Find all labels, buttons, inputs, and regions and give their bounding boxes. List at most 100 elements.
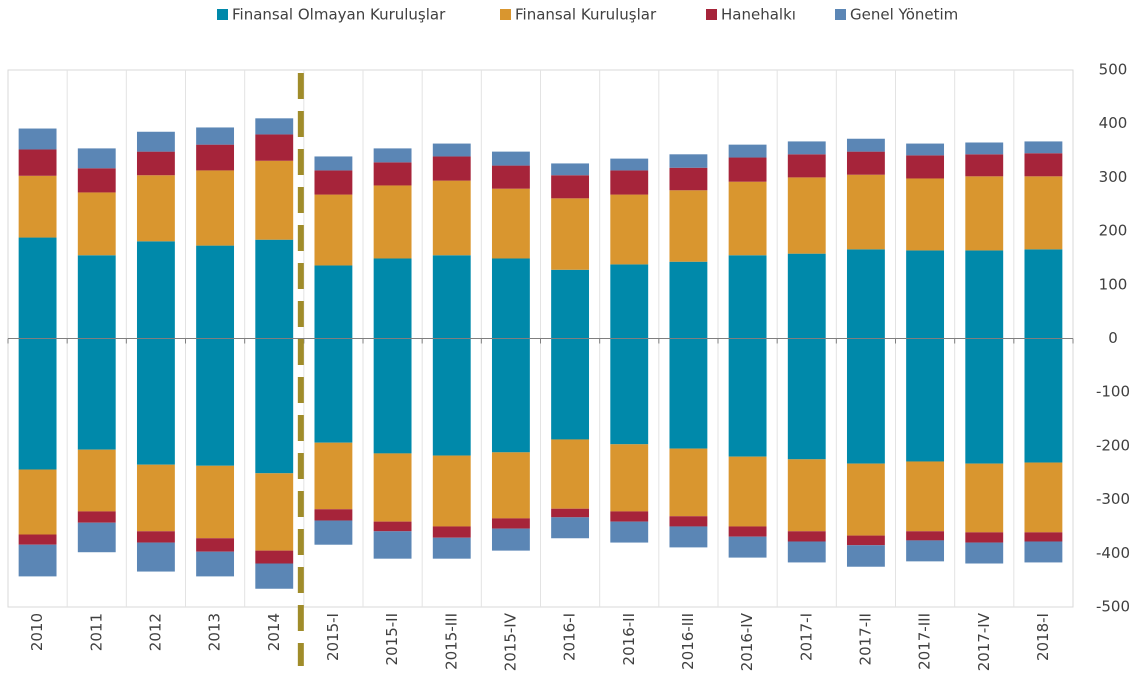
legend-label: Hanehalkı xyxy=(721,6,796,24)
bar-segment xyxy=(196,245,235,339)
bar-segment xyxy=(18,338,57,470)
bar-segment xyxy=(906,531,945,541)
bar-segment xyxy=(255,550,294,564)
bar-segment xyxy=(551,269,590,339)
bar-segment xyxy=(846,138,885,152)
bar-segment xyxy=(906,178,945,251)
bar-segment xyxy=(314,520,353,545)
bar-segment xyxy=(728,456,767,527)
bar-segment xyxy=(610,194,649,265)
bar-segment xyxy=(136,464,175,532)
y-tick-label: 300 xyxy=(1099,168,1128,186)
x-tick-label: 2017-IV xyxy=(975,612,993,671)
bar-segment xyxy=(255,134,294,161)
bar-segment xyxy=(18,237,57,339)
y-tick-label: 0 xyxy=(1108,329,1118,347)
x-tick-label: 2016-II xyxy=(620,613,638,665)
bar-segment xyxy=(196,551,235,577)
bar-segment xyxy=(255,338,294,474)
y-tick-label: 200 xyxy=(1099,222,1128,240)
bar-segment xyxy=(373,453,412,522)
y-tick-label: -200 xyxy=(1096,436,1130,454)
bar-segment xyxy=(255,160,294,240)
bar-segment xyxy=(196,127,235,145)
bar-segment xyxy=(669,448,708,517)
bar-segment xyxy=(373,258,412,339)
bar-segment xyxy=(906,540,945,562)
bar-segment xyxy=(373,521,412,532)
x-tick-label: 2015-IV xyxy=(501,612,519,671)
bar-segment xyxy=(728,144,767,158)
bar-segment xyxy=(728,536,767,558)
bar-segment xyxy=(610,170,649,195)
bar-segment xyxy=(491,518,530,529)
bar-segment xyxy=(491,338,530,453)
bar-segment xyxy=(965,532,1004,543)
bar-segment xyxy=(18,544,57,577)
bar-segment xyxy=(551,517,590,539)
bar-segment xyxy=(1024,338,1063,463)
bar-segment xyxy=(196,144,235,171)
bar-segment xyxy=(728,338,767,457)
bar-segment xyxy=(373,148,412,163)
bar-segment xyxy=(965,154,1004,177)
x-tick-label: 2016-I xyxy=(561,613,579,661)
bar-segment xyxy=(136,241,175,339)
bar-segment xyxy=(906,155,945,179)
bar-segment xyxy=(136,151,175,176)
x-tick-label: 2011 xyxy=(87,613,105,651)
bar-segment xyxy=(373,531,412,559)
bar-segment xyxy=(610,338,649,445)
bar-segment xyxy=(77,192,116,256)
bar-segment xyxy=(1024,141,1063,154)
bar-segment xyxy=(965,463,1004,533)
bar-segment xyxy=(906,461,945,532)
bar-segment xyxy=(728,526,767,537)
bar-segment xyxy=(1024,176,1063,250)
y-tick-label: -400 xyxy=(1096,544,1130,562)
bar-segment xyxy=(314,170,353,195)
bar-segment xyxy=(432,537,471,559)
bar-segment xyxy=(77,148,116,169)
bar-segment xyxy=(551,439,590,509)
bar-segment xyxy=(787,141,826,155)
bar-segment xyxy=(1024,541,1063,563)
bar-segment xyxy=(787,338,826,460)
bar-segment xyxy=(77,255,116,339)
bar-segment xyxy=(314,156,353,171)
x-tick-label: 2016-III xyxy=(679,613,697,670)
bar-segment xyxy=(491,528,530,551)
bar-segment xyxy=(77,338,116,450)
legend-label: Finansal Olmayan Kuruluşlar xyxy=(232,6,446,24)
bar-segment xyxy=(846,151,885,175)
bar-segment xyxy=(787,541,826,563)
bar-segment xyxy=(432,526,471,538)
bar-segment xyxy=(373,338,412,454)
bar-segment xyxy=(18,128,57,150)
bar-segment xyxy=(728,157,767,182)
y-tick-label: 500 xyxy=(1099,61,1128,79)
bar-segment xyxy=(196,465,235,539)
bar-segment xyxy=(77,511,116,523)
x-tick-label: 2015-I xyxy=(324,613,342,661)
x-tick-label: 2013 xyxy=(206,613,224,651)
bar-segment xyxy=(846,535,885,546)
bar-segment xyxy=(551,175,590,199)
y-tick-label: -500 xyxy=(1096,598,1130,616)
bar-segment xyxy=(1024,249,1063,339)
bar-segment xyxy=(77,449,116,512)
bar-segment xyxy=(491,258,530,339)
bar-segment xyxy=(491,165,530,189)
x-tick-label: 2017-II xyxy=(856,613,874,665)
y-tick-label: -300 xyxy=(1096,490,1130,508)
bar-segment xyxy=(255,239,294,339)
x-tick-label: 2010 xyxy=(28,613,46,651)
bar-segment xyxy=(314,338,353,443)
bar-segment xyxy=(906,338,945,462)
bar-segment xyxy=(432,180,471,256)
bar-segment xyxy=(906,250,945,339)
bar-segment xyxy=(669,167,708,191)
bar-segment xyxy=(77,168,116,193)
bar-segment xyxy=(551,508,590,518)
